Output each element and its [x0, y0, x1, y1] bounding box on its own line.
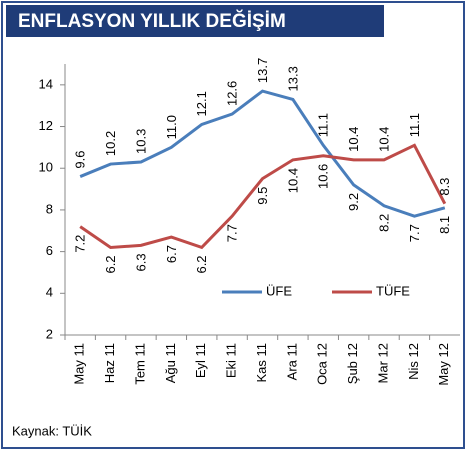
- y-tick-label: 14: [39, 76, 53, 91]
- data-label: 10.4: [285, 168, 300, 193]
- x-tick-label: May 12: [436, 343, 451, 386]
- data-label: 13.7: [255, 58, 270, 83]
- x-tick-label: May 11: [72, 343, 87, 385]
- data-label: 10.2: [103, 131, 118, 156]
- x-tick-label: Kas 11: [254, 343, 269, 383]
- data-label: 10.4: [376, 127, 391, 152]
- data-label: 7.2: [73, 235, 88, 253]
- data-label: 11.1: [316, 113, 331, 137]
- data-label: 8.2: [376, 214, 391, 232]
- data-label: 9.5: [255, 187, 270, 205]
- y-tick-label: 10: [39, 160, 53, 175]
- legend-label: TÜFE: [376, 283, 410, 298]
- data-label: 6.3: [133, 253, 148, 271]
- y-tick-label: 4: [46, 285, 53, 300]
- x-tick-label: Eyl 11: [193, 343, 208, 378]
- data-label: 10.3: [133, 129, 148, 154]
- x-tick-label: Nis 12: [406, 343, 421, 380]
- data-label: 8.3: [437, 178, 452, 196]
- chart-title: ENFLASYON YILLIK DEĞİŞİM: [18, 10, 286, 32]
- legend-label: ÜFE: [266, 283, 292, 298]
- data-label: 6.2: [103, 255, 118, 273]
- y-tick-label: 12: [39, 118, 53, 133]
- data-label: 11.0: [164, 115, 179, 139]
- x-tick-label: Haz 11: [102, 343, 117, 383]
- x-tick-label: Oca 12: [315, 343, 330, 385]
- data-label: 12.6: [225, 81, 240, 106]
- data-label: 6.7: [164, 245, 179, 263]
- source: Kaynak: TÜİK: [12, 423, 92, 438]
- data-label: 12.1: [194, 91, 209, 116]
- series-line: [79, 89, 446, 218]
- x-tick-label: Mar 12: [375, 343, 390, 383]
- y-tick-label: 6: [46, 243, 53, 258]
- x-tick-label: Eki 11: [224, 343, 239, 378]
- y-tick-label: 8: [46, 201, 53, 216]
- data-label: 7.7: [225, 224, 240, 242]
- data-label: 8.1: [437, 216, 452, 234]
- data-label: 7.7: [407, 224, 422, 242]
- data-label: 13.3: [285, 66, 300, 91]
- x-tick-label: Tem 11: [132, 343, 147, 385]
- data-label: 11.1: [407, 113, 422, 137]
- x-tick-label: Ara 11: [284, 343, 299, 380]
- data-label: 10.6: [316, 164, 331, 189]
- data-label: 9.2: [346, 193, 361, 211]
- series-line: [79, 143, 447, 250]
- x-tick-label: Şub 12: [345, 343, 360, 384]
- title-bar: [6, 5, 384, 37]
- x-tick-label: Ağu 11: [163, 343, 178, 383]
- data-label: 6.2: [194, 255, 209, 273]
- y-tick-label: 2: [46, 326, 53, 341]
- data-label: 10.4: [346, 127, 361, 152]
- data-label: 9.6: [73, 150, 88, 168]
